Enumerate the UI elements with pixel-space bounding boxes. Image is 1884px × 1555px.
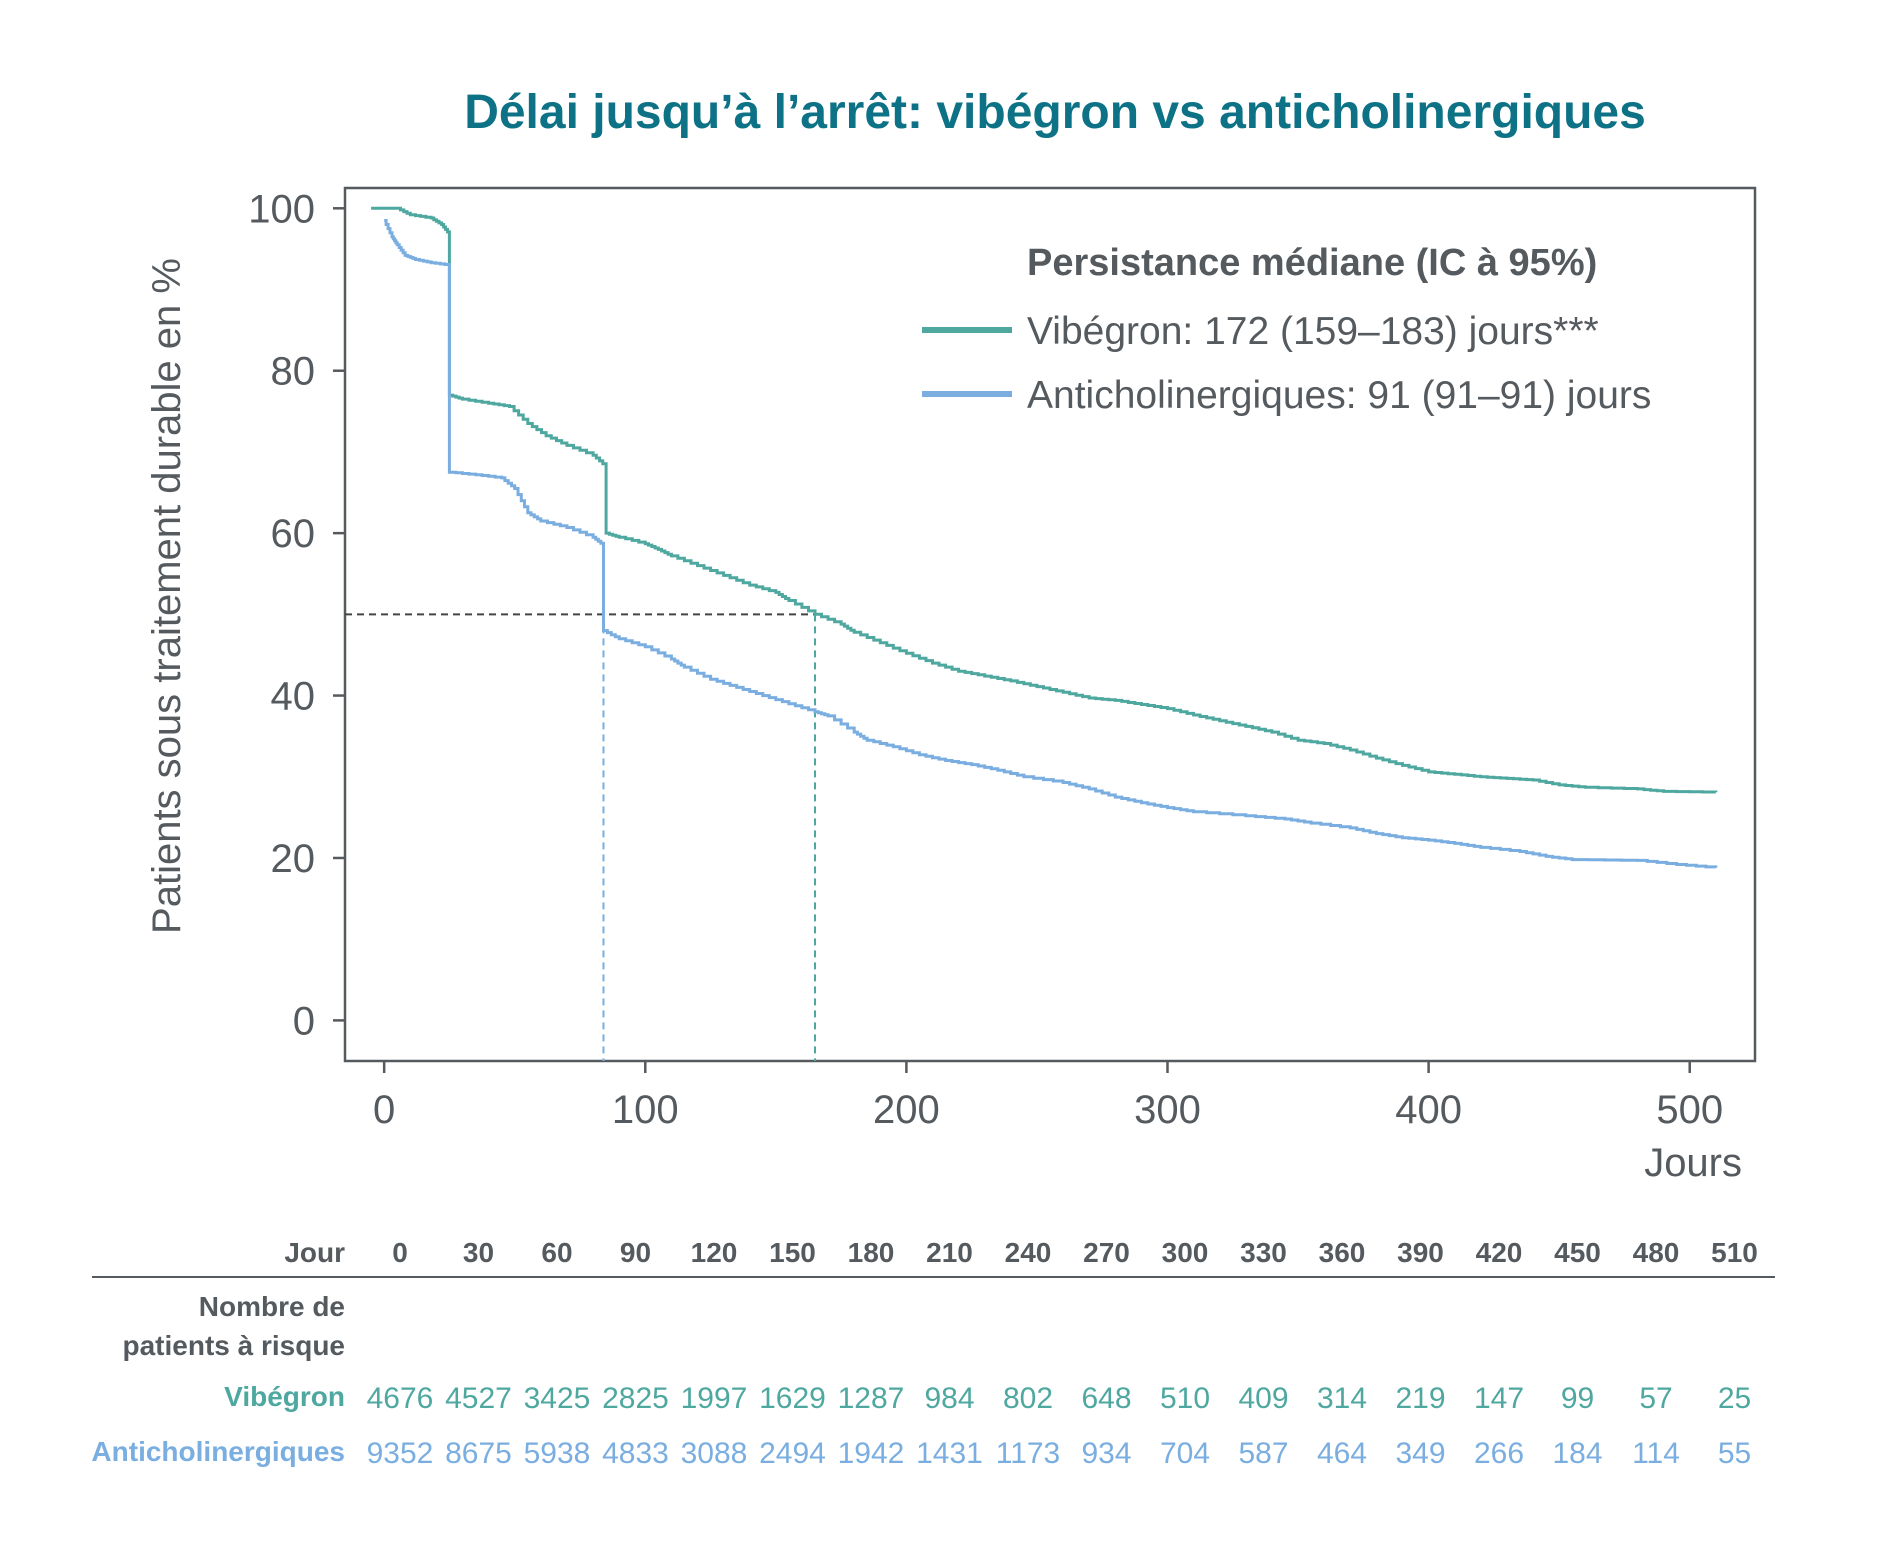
risk-value-vibegron: 1997 [681,1382,748,1415]
y-axis-label: Patients sous traitement durable en % [145,258,189,934]
risk-value-vibegron: 510 [1160,1382,1210,1415]
y-tick-label: 40 [271,675,316,719]
risk-value-anticholinergiques: 704 [1160,1437,1210,1470]
risk-value-vibegron: 984 [924,1382,974,1415]
risk-day-header: 240 [1005,1237,1052,1268]
risk-table: Jour Nombre de patients à risque 0 30 60 90… [91,1237,1775,1470]
median-reference-lines [345,613,816,1061]
plot-frame [343,186,1757,1063]
risk-value-vibegron: 1287 [838,1382,905,1415]
y-tick-label: 60 [271,512,316,556]
y-axis: 0 20 40 60 80 100 [248,187,345,1043]
risk-value-anticholinergiques: 1173 [996,1437,1061,1470]
risk-value-vibegron: 147 [1474,1382,1524,1415]
risk-value-vibegron: 4527 [445,1382,512,1415]
risk-day-header: 330 [1240,1237,1287,1268]
x-axis-label: Jours [1644,1141,1742,1185]
legend: Persistance médiane (IC à 95%) Vibégron:… [922,242,1651,417]
risk-value-vibegron: 219 [1395,1382,1445,1415]
x-tick-label: 0 [373,1088,395,1132]
risk-value-anticholinergiques: 349 [1395,1437,1445,1470]
x-axis: 0 100 200 300 400 500 [373,1061,1723,1132]
risk-day-header: 300 [1162,1237,1209,1268]
risk-day-header: 450 [1554,1237,1601,1268]
survival-curves [371,206,1718,869]
risk-value-anticholinergiques: 266 [1474,1437,1524,1470]
risk-value-anticholinergiques: 2494 [759,1437,826,1470]
legend-label-anticholinergiques: Anticholinergiques: 91 (91–91) jours [1027,374,1651,417]
risk-value-anticholinergiques: 587 [1238,1437,1288,1470]
risk-value-vibegron: 99 [1561,1382,1594,1415]
risk-value-vibegron: 4676 [367,1382,434,1415]
risk-row-label-anticholinergiques: Anticholinergiques [91,1436,345,1467]
risk-day-header: 0 [392,1237,408,1268]
risk-table-header-label: Jour [284,1237,345,1268]
risk-table-subtitle-line1: Nombre de [199,1291,345,1322]
risk-day-header: 270 [1083,1237,1130,1268]
risk-day-header: 60 [541,1237,572,1268]
x-tick-label: 200 [873,1088,940,1132]
x-tick-label: 500 [1656,1088,1723,1132]
plot-area: 0 20 40 60 80 100 0 100 200 300 400 500 [248,186,1757,1132]
risk-value-vibegron: 314 [1317,1382,1367,1415]
curve-anticholinergiques [384,219,1718,869]
curve-vibegron [371,206,1718,794]
legend-title: Persistance médiane (IC à 95%) [1027,242,1597,284]
risk-value-anticholinergiques: 934 [1081,1437,1131,1470]
risk-value-anticholinergiques: 4833 [602,1437,669,1470]
risk-value-anticholinergiques: 1942 [838,1437,905,1470]
risk-value-anticholinergiques: 8675 [445,1437,512,1470]
risk-value-vibegron: 802 [1003,1382,1053,1415]
risk-value-anticholinergiques: 3088 [681,1437,748,1470]
legend-label-vibegron: Vibégron: 172 (159–183) jours*** [1027,310,1599,353]
y-tick-label: 80 [271,350,316,394]
risk-value-anticholinergiques: 55 [1718,1437,1751,1470]
risk-day-header: 150 [769,1237,816,1268]
y-tick-label: 20 [271,837,316,881]
x-tick-label: 100 [612,1088,679,1132]
risk-day-header: 360 [1319,1237,1366,1268]
chart-title: Délai jusqu’à l’arrêt: vibégron vs antic… [464,86,1646,139]
y-tick-label: 100 [248,187,315,231]
risk-value-vibegron: 57 [1639,1382,1672,1415]
risk-value-vibegron: 1629 [759,1382,826,1415]
risk-value-anticholinergiques: 114 [1632,1437,1680,1470]
risk-value-anticholinergiques: 1431 [916,1437,983,1470]
x-tick-label: 400 [1395,1088,1462,1132]
risk-value-anticholinergiques: 184 [1552,1437,1602,1470]
risk-day-header: 420 [1476,1237,1523,1268]
risk-day-header: 390 [1397,1237,1444,1268]
risk-day-header: 30 [463,1237,494,1268]
risk-day-header: 510 [1711,1237,1758,1268]
risk-value-vibegron: 3425 [524,1382,591,1415]
risk-day-header: 90 [620,1237,651,1268]
risk-value-vibegron: 25 [1718,1382,1751,1415]
risk-day-header: 180 [848,1237,895,1268]
risk-value-vibegron: 648 [1081,1382,1131,1415]
risk-table-subtitle-line2: patients à risque [122,1330,345,1361]
y-tick-label: 0 [293,999,315,1043]
x-tick-label: 300 [1134,1088,1201,1132]
risk-day-header: 480 [1633,1237,1680,1268]
risk-row-label-vibegron: Vibégron [224,1381,345,1412]
risk-day-header: 210 [926,1237,973,1268]
risk-value-anticholinergiques: 464 [1317,1437,1367,1470]
risk-value-vibegron: 2825 [602,1382,669,1415]
risk-value-anticholinergiques: 9352 [367,1437,434,1470]
risk-value-vibegron: 409 [1238,1382,1288,1415]
risk-value-anticholinergiques: 5938 [524,1437,591,1470]
risk-day-header: 120 [691,1237,738,1268]
